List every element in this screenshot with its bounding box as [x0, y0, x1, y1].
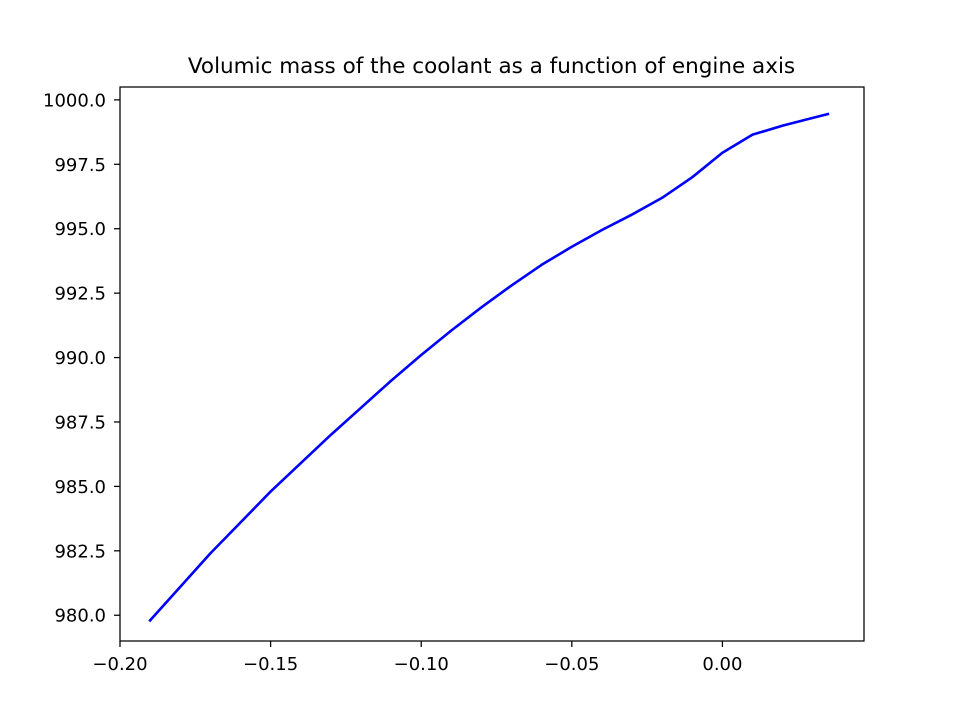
- x-tick-label: −0.10: [394, 654, 449, 675]
- x-tick-label: −0.20: [92, 654, 147, 675]
- x-tick-label: −0.15: [243, 654, 298, 675]
- chart-title: Volumic mass of the coolant as a functio…: [188, 54, 795, 79]
- y-tick-label: 987.5: [54, 412, 106, 433]
- y-tick-label: 992.5: [54, 284, 106, 305]
- y-tick-label: 990.0: [54, 348, 106, 369]
- y-tick-label: 997.5: [54, 155, 106, 176]
- y-tick-label: 995.0: [54, 219, 106, 240]
- axes-frame: [119, 86, 865, 642]
- y-tick-label: 1000.0: [43, 90, 106, 111]
- x-tick-label: 0.00: [702, 654, 742, 675]
- y-tick-label: 982.5: [54, 541, 106, 562]
- axes-layer: −0.20 −0.15 −0.10 −0.05 0.00 980.0 982.5 985.0 9…: [43, 86, 865, 675]
- y-tick-label: 980.0: [54, 606, 106, 627]
- x-tick-label: −0.05: [544, 654, 599, 675]
- plot-layer: [148, 112, 830, 623]
- series-line-0: [148, 112, 830, 623]
- y-tick-label: 985.0: [54, 477, 106, 498]
